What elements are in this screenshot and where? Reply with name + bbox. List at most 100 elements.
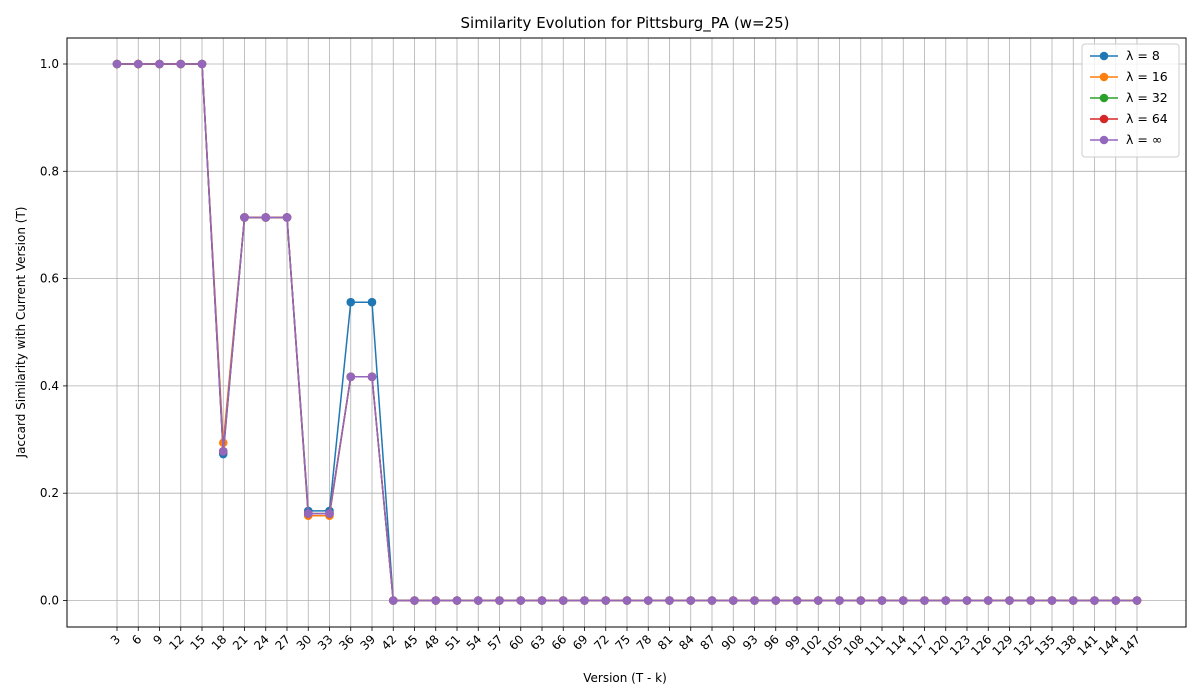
data-point bbox=[112, 59, 122, 69]
x-tick-label: 6 bbox=[129, 632, 144, 647]
legend-item: λ = ∞ bbox=[1090, 132, 1162, 147]
data-point bbox=[1111, 596, 1121, 605]
x-tick-label: 33 bbox=[315, 632, 336, 653]
y-axis-ticks: 0.0 0.2 0.4 0.6 0.8 1.0 bbox=[40, 57, 67, 608]
data-point bbox=[856, 596, 866, 605]
x-tick-label: 144 bbox=[1096, 632, 1122, 658]
data-point bbox=[176, 59, 186, 69]
x-tick-label: 72 bbox=[591, 632, 612, 653]
x-tick-label: 126 bbox=[968, 632, 994, 658]
data-point bbox=[282, 213, 292, 222]
x-tick-label: 42 bbox=[379, 632, 400, 653]
data-point bbox=[792, 596, 802, 605]
x-axis-ticks: 3 6 9 12 15 18 21 24 27 30 33 36 39 42 45 48 51 54 57 60 63 6… bbox=[108, 627, 1143, 658]
data-point bbox=[750, 596, 759, 605]
data-point bbox=[240, 213, 249, 222]
data-point bbox=[133, 59, 143, 69]
data-point bbox=[303, 509, 313, 518]
legend-label: λ = 8 bbox=[1126, 48, 1160, 63]
data-point bbox=[1047, 596, 1057, 605]
legend-swatch-marker bbox=[1099, 51, 1109, 61]
x-tick-label: 78 bbox=[634, 632, 655, 653]
data-point bbox=[367, 297, 377, 307]
x-tick-label: 108 bbox=[841, 632, 867, 658]
x-tick-label: 30 bbox=[294, 632, 315, 653]
x-tick-label: 39 bbox=[357, 632, 378, 653]
legend-label: λ = 32 bbox=[1126, 90, 1168, 105]
data-point bbox=[346, 297, 356, 307]
x-tick-label: 12 bbox=[166, 632, 187, 653]
legend-label: λ = ∞ bbox=[1126, 132, 1162, 147]
data-point bbox=[218, 447, 228, 456]
data-point bbox=[686, 596, 696, 605]
y-axis-title: Jaccard Similarity with Current Version … bbox=[14, 207, 28, 459]
x-tick-label: 57 bbox=[485, 632, 506, 653]
x-tick-label: 81 bbox=[655, 632, 676, 653]
legend-swatch-marker bbox=[1099, 72, 1109, 82]
data-point bbox=[516, 596, 526, 605]
chart-title: Similarity Evolution for Pittsburg_PA (w… bbox=[461, 14, 790, 33]
data-point bbox=[495, 596, 504, 605]
data-point bbox=[197, 59, 207, 69]
x-tick-label: 102 bbox=[798, 632, 824, 658]
x-tick-label: 141 bbox=[1075, 632, 1101, 658]
grid-lines bbox=[67, 38, 1186, 627]
data-point bbox=[707, 596, 717, 605]
x-tick-label: 36 bbox=[336, 632, 357, 653]
data-point bbox=[601, 596, 611, 605]
x-tick-label: 18 bbox=[209, 632, 230, 653]
legend-item: λ = 32 bbox=[1090, 90, 1168, 105]
x-tick-label: 60 bbox=[506, 632, 527, 653]
x-tick-label: 9 bbox=[150, 632, 165, 647]
data-point bbox=[771, 596, 781, 605]
data-point bbox=[410, 596, 419, 605]
y-tick-label: 0.4 bbox=[40, 379, 59, 393]
x-tick-label: 93 bbox=[740, 632, 761, 653]
x-tick-label: 135 bbox=[1032, 632, 1058, 658]
x-tick-label: 75 bbox=[612, 632, 633, 653]
data-point bbox=[1005, 596, 1014, 605]
data-point bbox=[388, 596, 398, 605]
legend-box bbox=[1081, 43, 1180, 158]
data-point bbox=[1132, 596, 1142, 605]
legend-item: λ = 64 bbox=[1090, 111, 1168, 126]
legend: λ = 8 λ = 16 λ = 32 λ = 64 λ = ∞ bbox=[1081, 43, 1180, 158]
x-tick-label: 138 bbox=[1053, 632, 1079, 658]
y-tick-label: 0.2 bbox=[40, 486, 59, 500]
y-tick-label: 0.0 bbox=[40, 594, 59, 608]
legend-item: λ = 16 bbox=[1090, 69, 1168, 84]
y-tick-label: 0.6 bbox=[40, 272, 59, 286]
data-point bbox=[898, 596, 908, 605]
x-tick-label: 96 bbox=[761, 632, 782, 653]
x-tick-label: 117 bbox=[905, 632, 931, 658]
x-tick-label: 120 bbox=[926, 632, 952, 658]
data-point bbox=[346, 372, 356, 382]
legend-item: λ = 8 bbox=[1090, 48, 1160, 63]
data-point bbox=[835, 596, 844, 605]
x-tick-label: 123 bbox=[947, 632, 973, 658]
x-tick-label: 114 bbox=[883, 632, 909, 658]
legend-swatch-marker bbox=[1099, 93, 1109, 103]
data-point bbox=[728, 596, 738, 605]
data-point bbox=[643, 596, 653, 605]
data-point bbox=[1090, 596, 1099, 605]
x-tick-label: 129 bbox=[990, 632, 1016, 658]
data-point bbox=[367, 372, 377, 382]
data-point bbox=[452, 596, 462, 605]
x-tick-label: 132 bbox=[1011, 632, 1037, 658]
x-tick-label: 111 bbox=[862, 632, 888, 658]
data-point bbox=[813, 596, 823, 605]
data-point bbox=[877, 596, 887, 605]
x-tick-label: 105 bbox=[820, 632, 846, 658]
x-tick-label: 3 bbox=[108, 632, 123, 647]
data-point bbox=[962, 596, 972, 605]
series-4 bbox=[112, 59, 1142, 605]
x-tick-label: 45 bbox=[400, 632, 421, 653]
legend-swatch-marker bbox=[1099, 114, 1109, 124]
data-point bbox=[537, 596, 547, 605]
x-tick-label: 69 bbox=[570, 632, 591, 653]
data-point bbox=[473, 596, 483, 605]
data-point bbox=[558, 596, 568, 605]
data-point bbox=[431, 596, 441, 605]
